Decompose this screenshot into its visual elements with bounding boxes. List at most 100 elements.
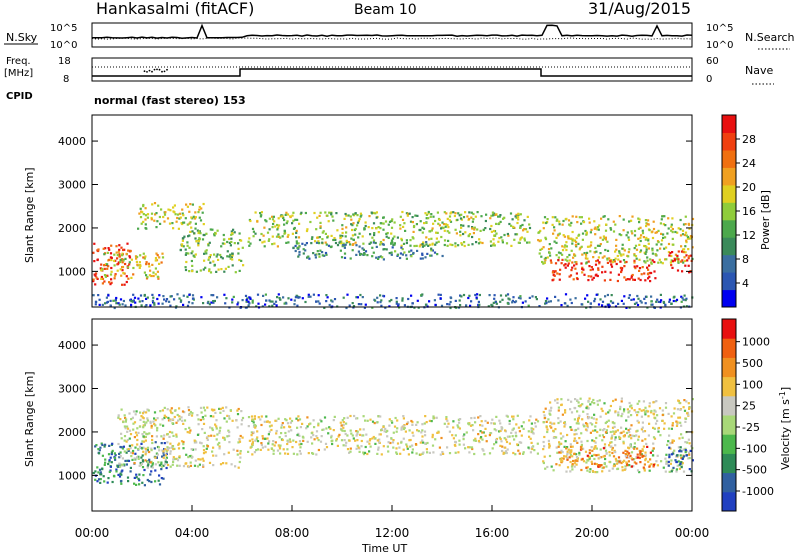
heatmap-cell bbox=[343, 417, 346, 420]
heatmap-cell bbox=[562, 219, 565, 223]
heatmap-cell bbox=[157, 204, 160, 207]
heatmap-cell bbox=[688, 271, 691, 274]
heatmap-cell bbox=[118, 464, 121, 467]
heatmap-cell bbox=[298, 443, 301, 446]
heatmap-cell bbox=[395, 447, 398, 450]
heatmap-cell bbox=[123, 272, 126, 275]
heatmap-cell bbox=[318, 214, 321, 217]
heatmap-cell bbox=[375, 245, 378, 248]
heatmap-cell bbox=[662, 223, 665, 226]
heatmap-cell bbox=[618, 215, 621, 218]
heatmap-cell bbox=[534, 296, 537, 299]
heatmap-cell bbox=[117, 414, 120, 417]
heatmap-cell bbox=[423, 222, 426, 225]
heatmap-cell bbox=[664, 303, 667, 306]
heatmap-cell bbox=[166, 446, 169, 449]
colorbar-tick-label: 16 bbox=[742, 205, 756, 218]
heatmap-cell bbox=[569, 445, 573, 448]
heatmap-cell bbox=[687, 264, 690, 267]
heatmap-cell bbox=[612, 430, 615, 433]
heatmap-cell bbox=[667, 427, 671, 430]
heatmap-cell bbox=[518, 441, 521, 444]
heatmap-cell bbox=[351, 434, 354, 437]
heatmap-cell bbox=[425, 421, 428, 424]
heatmap-cell bbox=[154, 259, 157, 262]
heatmap-cell bbox=[437, 293, 440, 296]
heatmap-cell bbox=[520, 441, 523, 444]
heatmap-cell bbox=[624, 455, 627, 458]
heatmap-cell bbox=[130, 300, 133, 303]
heatmap-cell bbox=[675, 460, 678, 464]
heatmap-cell bbox=[665, 246, 668, 249]
heatmap-cell bbox=[135, 476, 138, 479]
heatmap-cell bbox=[589, 302, 592, 305]
heatmap-cell bbox=[315, 241, 319, 244]
heatmap-cell bbox=[313, 438, 316, 441]
heatmap-cell bbox=[272, 222, 275, 226]
heatmap-cell bbox=[661, 215, 664, 218]
heatmap-cell bbox=[668, 453, 671, 456]
heatmap-cell bbox=[364, 224, 367, 228]
heatmap-cell bbox=[568, 259, 571, 262]
heatmap-cell bbox=[405, 241, 408, 245]
heatmap-cell bbox=[345, 306, 348, 310]
heatmap-cell bbox=[548, 243, 551, 246]
heatmap-cell bbox=[194, 227, 197, 230]
heatmap-cell bbox=[604, 270, 607, 273]
heatmap-cell bbox=[279, 444, 282, 447]
heatmap-cell bbox=[638, 408, 641, 411]
heatmap-cell bbox=[138, 425, 142, 428]
heatmap-cell bbox=[417, 306, 420, 309]
heatmap-cell bbox=[397, 303, 400, 306]
heatmap-cell bbox=[567, 219, 571, 222]
heatmap-cell bbox=[357, 220, 360, 223]
heatmap-cell bbox=[204, 414, 207, 417]
heatmap-cell bbox=[189, 221, 192, 224]
heatmap-cell bbox=[213, 264, 216, 267]
heatmap-cell bbox=[622, 218, 625, 221]
heatmap-cell bbox=[528, 241, 531, 244]
heatmap-cell bbox=[142, 256, 145, 259]
heatmap-cell bbox=[588, 449, 591, 452]
heatmap-cell bbox=[402, 242, 406, 245]
heatmap-cell bbox=[302, 436, 305, 439]
heatmap-cell bbox=[336, 229, 339, 232]
heatmap-cell bbox=[571, 230, 574, 234]
heatmap-cell bbox=[118, 452, 121, 455]
heatmap-cell bbox=[330, 299, 333, 302]
heatmap-cell bbox=[586, 413, 589, 416]
heatmap-cell bbox=[491, 244, 494, 247]
heatmap-cell bbox=[443, 239, 447, 242]
heatmap-cell bbox=[644, 238, 647, 241]
heatmap-cell bbox=[133, 462, 136, 465]
heatmap-cell bbox=[596, 259, 599, 262]
heatmap-cell bbox=[633, 442, 636, 445]
heatmap-cell bbox=[357, 303, 360, 306]
heatmap-cell bbox=[223, 417, 226, 420]
heatmap-cell bbox=[171, 422, 174, 425]
heatmap-cell bbox=[614, 430, 617, 433]
heatmap-cell bbox=[418, 245, 421, 248]
heatmap-cell bbox=[596, 430, 599, 434]
heatmap-cell bbox=[263, 420, 266, 423]
heatmap-cell bbox=[654, 231, 657, 234]
heatmap-cell bbox=[223, 238, 226, 241]
heatmap-cell bbox=[568, 275, 571, 278]
heatmap-cell bbox=[603, 462, 606, 466]
heatmap-cell bbox=[136, 263, 139, 266]
heatmap-cell bbox=[387, 441, 390, 444]
x-tick-label: 08:00 bbox=[275, 526, 310, 540]
heatmap-cell bbox=[677, 260, 680, 263]
heatmap-cell bbox=[580, 222, 583, 225]
heatmap-cell bbox=[652, 447, 655, 450]
heatmap-cell bbox=[571, 239, 574, 242]
heatmap-cell bbox=[189, 203, 192, 206]
heatmap-cell bbox=[635, 257, 638, 260]
heatmap-cell bbox=[575, 432, 578, 436]
heatmap-cell bbox=[517, 212, 520, 215]
heatmap-cell bbox=[190, 216, 193, 219]
heatmap-cell bbox=[117, 302, 120, 305]
heatmap-cell bbox=[182, 447, 185, 450]
heatmap-cell bbox=[567, 262, 570, 265]
heatmap-cell bbox=[585, 306, 588, 309]
